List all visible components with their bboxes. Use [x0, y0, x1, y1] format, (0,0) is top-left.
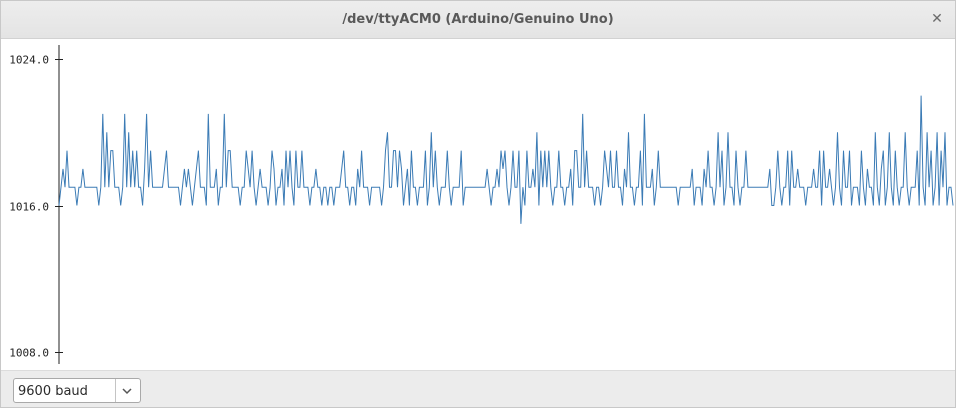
series-line [58, 95, 954, 224]
y-tick-label: 1016.0 [9, 201, 49, 214]
y-axis: 1024.0 1016.0 1008.0 [9, 45, 63, 364]
title-bar[interactable]: /dev/ttyACM0 (Arduino/Genuino Uno) ✕ [1, 1, 955, 39]
y-tick-label: 1008.0 [9, 347, 49, 360]
y-tick-label: 1024.0 [9, 54, 49, 67]
close-icon[interactable]: ✕ [931, 11, 943, 27]
chevron-down-icon[interactable] [118, 382, 136, 400]
bottom-toolbar: 9600 baud [1, 370, 955, 407]
plot-area: 1024.0 1016.0 1008.0 [1, 39, 955, 370]
serial-plot: 1024.0 1016.0 1008.0 [9, 45, 954, 364]
window-title: /dev/ttyACM0 (Arduino/Genuino Uno) [342, 12, 614, 27]
select-divider [115, 379, 116, 402]
baud-rate-value: 9600 baud [18, 384, 88, 399]
plot-series [58, 95, 954, 224]
baud-rate-select[interactable]: 9600 baud [13, 378, 141, 403]
